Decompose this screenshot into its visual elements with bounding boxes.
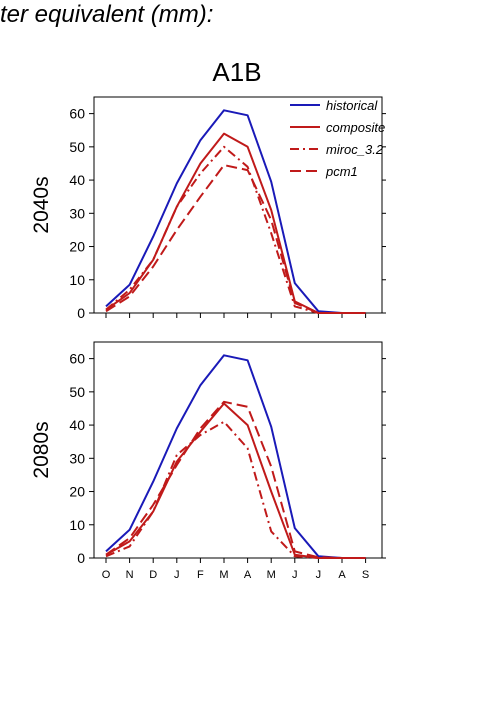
chart-panels: 0 10 20 30 40 50 60 2040s historical composite mir…: [30, 96, 386, 581]
series-line-pcm1: [105, 164, 366, 314]
x-tick-label: O: [102, 569, 111, 581]
y-tick-label: 60: [69, 351, 85, 367]
y-tick-label: 30: [69, 205, 85, 221]
y-tick-label: 50: [69, 384, 85, 400]
legend-label: miroc_3.2: [326, 142, 384, 157]
series-line-composite: [105, 402, 366, 559]
series-line-composite: [105, 132, 366, 314]
panel-label: 2040s: [30, 176, 53, 233]
y-tick-label: 10: [69, 272, 85, 288]
y-tick-label: 20: [69, 239, 85, 255]
series-line-miroc-3-2: [105, 145, 366, 314]
y-tick-label: 40: [69, 172, 85, 188]
y-tick-label: 40: [69, 417, 85, 433]
x-tick-label: M: [267, 569, 276, 581]
y-tick-label: 60: [69, 106, 85, 122]
y-tick-label: 0: [77, 305, 85, 321]
figure-header-title: ter equivalent (mm):: [0, 1, 214, 28]
x-tick-label: F: [197, 569, 204, 581]
x-tick-label: S: [362, 569, 369, 581]
y-tick-label: 10: [69, 517, 85, 533]
y-tick-label: 0: [77, 550, 85, 566]
x-tick-label: M: [219, 569, 228, 581]
scenario-title: A1B: [212, 57, 261, 87]
legend-label: composite: [326, 120, 385, 135]
series-line-miroc-3-2: [105, 420, 366, 559]
x-tick-label: D: [149, 569, 157, 581]
panel-2040s: 0 10 20 30 40 50 60 2040s historical composite mir…: [30, 96, 386, 321]
x-tick-label: N: [126, 569, 134, 581]
y-tick-label: 50: [69, 139, 85, 155]
x-tick-label: A: [338, 569, 346, 581]
legend-label: historical: [326, 98, 378, 113]
panel-2080s: 0 10 20 30 40 50 60 O N D J F M A M J J A S 2080s: [30, 341, 386, 581]
x-tick-label: A: [244, 569, 252, 581]
y-tick-label: 30: [69, 450, 85, 466]
x-tick-label: J: [174, 569, 180, 581]
panel-label: 2080s: [30, 421, 53, 478]
legend-label: pcm1: [325, 164, 358, 179]
series-line-historical: [105, 354, 366, 559]
x-tick-label: J: [316, 569, 322, 581]
series-line-pcm1: [105, 400, 366, 559]
x-tick-label: J: [292, 569, 298, 581]
legend: historical composite miroc_3.2 pcm1: [290, 98, 385, 179]
plot-frame: [93, 341, 383, 559]
plot-frame: [93, 96, 383, 314]
series-line-historical: [105, 109, 366, 314]
y-tick-label: 20: [69, 484, 85, 500]
